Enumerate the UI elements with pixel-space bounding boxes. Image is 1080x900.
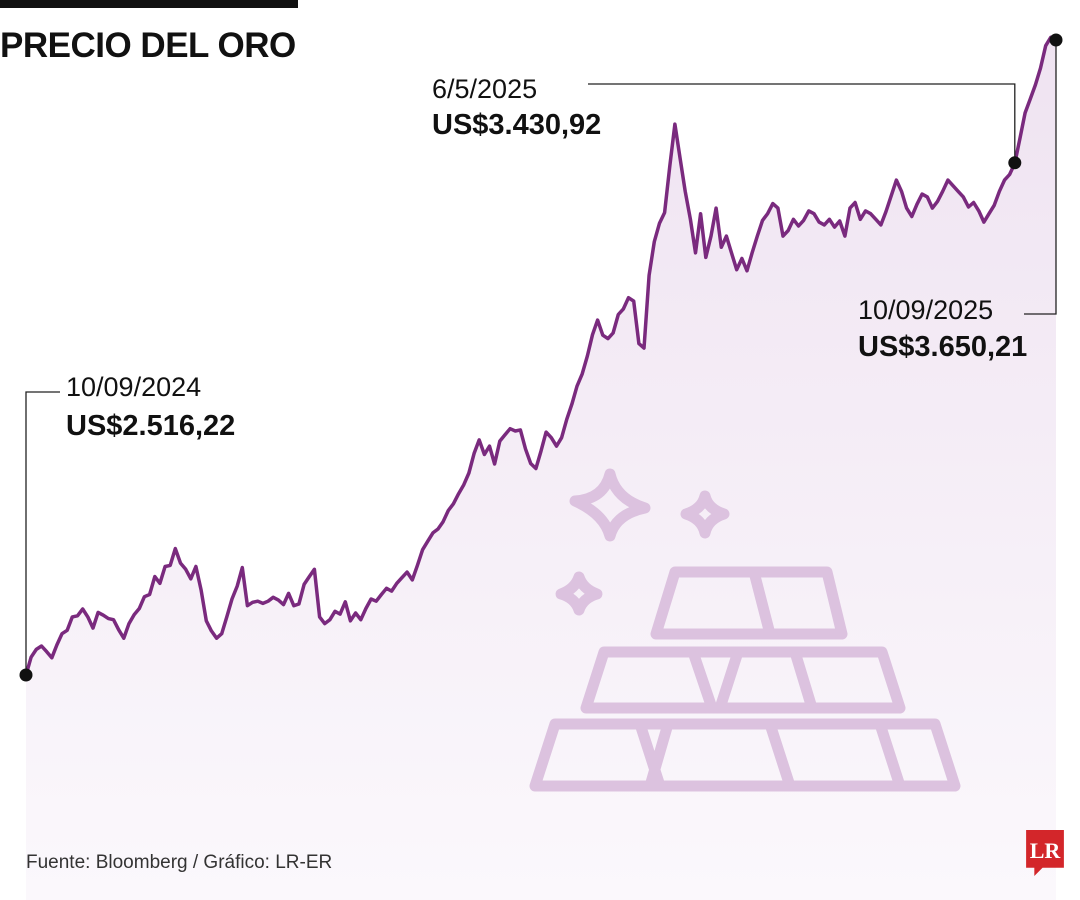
price-area [26,37,1056,900]
gold-bar-bottom [529,718,961,792]
gold-bar-middle [580,646,906,714]
data-point-end [1049,33,1063,47]
sparkle-icon-left [555,571,603,616]
chart-title: PRECIO DEL ORO [0,26,296,65]
source-credit: Fuente: Bloomberg / Gráfico: LR-ER [26,852,333,873]
sparkle-icon-small [680,490,730,539]
gold-bar-bottom-dividers [634,722,906,788]
leader-line-start [25,391,60,675]
price-line [24,35,1058,677]
annotation-end-value: US$3.650,21 [858,331,1028,363]
gold-bar-middle-dividers [687,650,818,710]
data-point-mid [1008,156,1022,170]
sparkle-icon-large [569,468,651,542]
annotation-mid-value: US$3.430,92 [432,109,602,141]
gold-bar-top-divider [748,570,776,636]
gold-bar-top [650,566,848,640]
annotation-mid-date: 6/5/2025 [432,74,538,104]
leader-line-mid [588,83,1016,163]
leader-line-end [1024,40,1057,315]
annotation-end-date: 10/09/2025 [858,295,994,325]
lr-logo [1026,830,1064,876]
data-point-start [19,668,33,682]
annotation-start-date: 10/09/2024 [66,372,202,402]
lr-logo-text: LR [1029,838,1061,863]
title-rule [0,0,298,8]
gold-bars-icon [529,468,961,792]
annotation-start-value: US$2.516,22 [66,410,236,442]
